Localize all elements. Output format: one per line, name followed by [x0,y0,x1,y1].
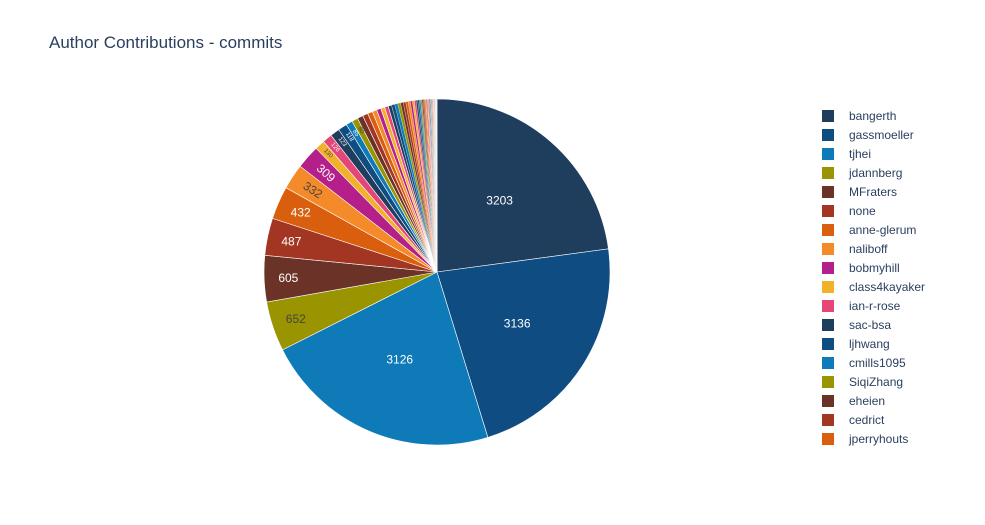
pie-slice[interactable] [436,98,609,273]
slice-value-label: 487 [281,235,301,249]
legend-label: bobmyhill [849,260,900,275]
legend-label: tjhei [849,146,872,161]
legend-label: cedrict [849,412,885,427]
legend-item[interactable]: eheien [822,391,925,410]
legend-label: cmills1095 [849,355,906,370]
legend-label: jperryhouts [849,431,909,446]
legend-label: naliboff [849,241,888,256]
legend-label: jdannberg [849,165,903,180]
legend-swatch [822,242,834,255]
chart-title: Author Contributions - commits [49,33,283,52]
slice-value-label: 432 [291,205,311,219]
legend-label: ian-r-rose [849,298,901,313]
legend-swatch [822,109,834,122]
legend-item[interactable]: cedrict [822,410,925,429]
legend-item[interactable]: cmills1095 [822,353,925,372]
legend-item[interactable]: anne-glerum [822,220,925,239]
legend-swatch [822,318,834,331]
legend-label: MFraters [849,184,897,199]
legend-item[interactable]: gassmoeller [822,125,925,144]
slice-value-label: 3203 [486,193,513,207]
slice-value-label: 652 [286,312,306,326]
legend-item[interactable]: SiqiZhang [822,372,925,391]
slice-value-label: 3136 [504,316,531,330]
legend-label: none [849,203,876,218]
legend-item[interactable]: ian-r-rose [822,296,925,315]
legend-label: gassmoeller [849,127,914,142]
legend-label: ljhwang [849,336,890,351]
slice-value-label: 130 [322,148,334,160]
legend-swatch [822,413,834,426]
legend-item[interactable]: naliboff [822,239,925,258]
legend-swatch [822,166,834,179]
legend-swatch [822,337,834,350]
legend-swatch [822,280,834,293]
slice-value-label: 605 [278,271,298,285]
slice-value-label: 126 [329,142,340,154]
legend-label: bangerth [849,108,897,123]
slice-value-label: 123 [337,136,348,148]
legend-swatch [822,128,834,141]
pie-slice[interactable] [436,248,611,438]
legend-swatch [822,147,834,160]
legend-label: anne-glerum [849,222,917,237]
legend-swatch [822,299,834,312]
legend-item[interactable]: ljhwang [822,334,925,353]
legend-label: class4kayaker [849,279,926,294]
legend-swatch [822,394,834,407]
legend-swatch [822,261,834,274]
legend-swatch [822,356,834,369]
pie-slice[interactable] [282,271,489,446]
legend-item[interactable]: bobmyhill [822,258,925,277]
slice-value-label: 80 [356,126,365,135]
legend-item[interactable]: bangerth [822,106,925,125]
legend-item[interactable]: class4kayaker [822,277,925,296]
legend-swatch [822,375,834,388]
legend-item[interactable]: none [822,201,925,220]
legend-label: sac-bsa [849,317,892,332]
legend-item[interactable]: tjhei [822,144,925,163]
legend-swatch [822,185,834,198]
legend-swatch [822,432,834,445]
slice-value-label: 3126 [386,353,413,367]
legend: bangerth gassmoeller tjhei jdannberg MFrater… [822,106,925,448]
slice-value-label: 118 [344,132,355,144]
legend-item[interactable]: jdannberg [822,163,925,182]
legend-item[interactable]: sac-bsa [822,315,925,334]
legend-label: SiqiZhang [849,374,904,389]
legend-swatch [822,204,834,217]
legend-label: eheien [849,393,886,408]
slice-value-label: 85 [351,129,360,138]
legend-item[interactable]: MFraters [822,182,925,201]
legend-item[interactable]: jperryhouts [822,429,925,448]
legend-swatch [822,223,834,236]
